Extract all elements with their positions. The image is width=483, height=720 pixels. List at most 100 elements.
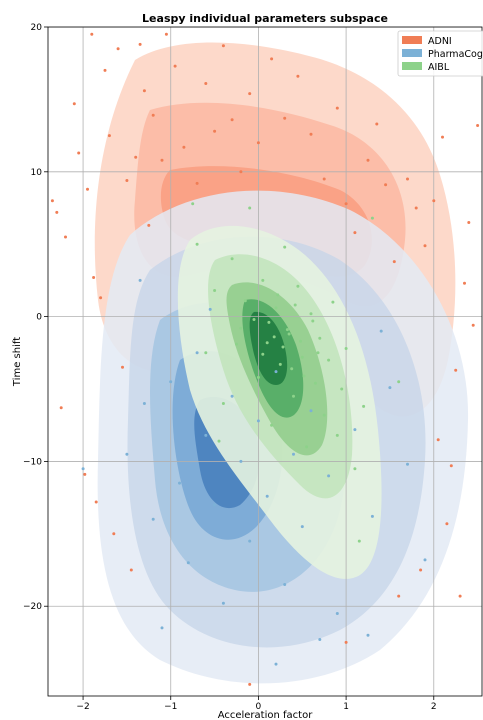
y-tick-label: 0	[36, 313, 42, 323]
point-adni	[248, 92, 252, 96]
point-pharmacog	[186, 561, 190, 565]
point-pharmacog	[81, 467, 85, 471]
point-adni	[458, 594, 462, 598]
point-aibl	[313, 381, 317, 385]
point-aibl	[397, 380, 401, 384]
point-aibl	[327, 358, 331, 362]
point-pharmacog	[274, 370, 278, 374]
point-aibl	[285, 328, 289, 332]
point-aibl	[217, 439, 221, 443]
legend-swatch-adni	[402, 36, 422, 44]
point-aibl	[322, 413, 326, 417]
x-axis-label: Acceleration factor	[218, 710, 314, 720]
point-aibl	[290, 367, 294, 371]
point-aibl	[239, 326, 243, 330]
point-pharmacog	[292, 452, 295, 456]
point-pharmacog	[230, 394, 234, 398]
point-adni	[454, 368, 458, 372]
y-tick-label: 20	[31, 23, 43, 33]
point-adni	[230, 118, 234, 122]
y-tick-label: −10	[23, 457, 42, 467]
point-aibl	[311, 319, 315, 323]
x-tick-label: 1	[343, 702, 349, 712]
x-tick-label: 2	[431, 702, 437, 712]
point-aibl	[230, 257, 234, 261]
point-adni	[449, 464, 453, 468]
point-adni	[55, 210, 59, 214]
point-aibl	[299, 339, 302, 343]
point-pharmacog	[406, 462, 409, 466]
point-adni	[392, 260, 396, 264]
point-adni	[50, 199, 54, 203]
point-adni	[72, 102, 76, 106]
point-pharmacog	[423, 558, 427, 562]
point-pharmacog	[309, 409, 313, 413]
x-tick-label: −2	[76, 702, 89, 712]
point-aibl	[281, 345, 285, 349]
point-adni	[423, 244, 427, 248]
point-adni	[195, 181, 199, 185]
point-adni	[256, 141, 260, 145]
point-pharmacog	[178, 481, 181, 485]
point-pharmacog	[274, 662, 278, 666]
point-adni	[406, 177, 409, 181]
point-adni	[239, 170, 243, 174]
point-adni	[182, 145, 186, 149]
point-pharmacog	[300, 525, 304, 529]
point-aibl	[292, 394, 295, 398]
point-adni	[121, 365, 124, 369]
point-aibl	[267, 320, 271, 324]
point-adni	[353, 231, 357, 235]
point-aibl	[243, 299, 247, 303]
point-adni	[173, 64, 177, 68]
point-aibl	[191, 202, 195, 206]
point-aibl	[204, 351, 208, 355]
point-adni	[467, 221, 471, 224]
point-adni	[221, 44, 225, 48]
point-adni	[384, 183, 388, 187]
point-adni	[335, 106, 339, 110]
point-adni	[86, 187, 89, 191]
x-tick-label: 0	[256, 702, 262, 712]
point-pharmacog	[366, 633, 370, 637]
point-aibl	[195, 242, 199, 246]
point-adni	[160, 158, 164, 162]
plot-frame	[47, 26, 483, 697]
point-pharmacog	[335, 612, 339, 615]
legend-swatch-aibl	[402, 62, 422, 70]
point-pharmacog	[318, 638, 322, 641]
point-pharmacog	[213, 503, 217, 507]
point-aibl	[265, 341, 269, 345]
point-adni	[64, 235, 67, 239]
point-adni	[129, 568, 133, 572]
point-adni	[83, 472, 87, 476]
point-pharmacog	[370, 514, 374, 518]
point-adni	[476, 124, 480, 127]
point-adni	[107, 134, 111, 138]
point-pharmacog	[239, 459, 243, 463]
grid-layer	[48, 27, 482, 696]
point-aibl	[261, 352, 265, 356]
point-adni	[151, 113, 155, 117]
point-aibl	[235, 342, 238, 346]
x-tick-label: −1	[164, 702, 177, 712]
point-adni	[125, 179, 129, 182]
point-adni	[344, 640, 348, 644]
point-aibl	[340, 387, 344, 391]
point-pharmacog	[283, 583, 287, 586]
point-pharmacog	[195, 351, 199, 355]
point-adni	[138, 42, 142, 46]
point-adni	[436, 438, 440, 442]
legend-label-aibl: AIBL	[428, 62, 450, 73]
point-adni	[309, 132, 313, 136]
point-aibl	[221, 402, 225, 405]
point-adni	[471, 323, 475, 327]
point-aibl	[309, 312, 313, 316]
point-pharmacog	[256, 419, 260, 423]
point-adni	[432, 199, 436, 203]
point-aibl	[362, 404, 366, 408]
density-layer	[94, 42, 469, 684]
point-adni	[283, 116, 287, 120]
